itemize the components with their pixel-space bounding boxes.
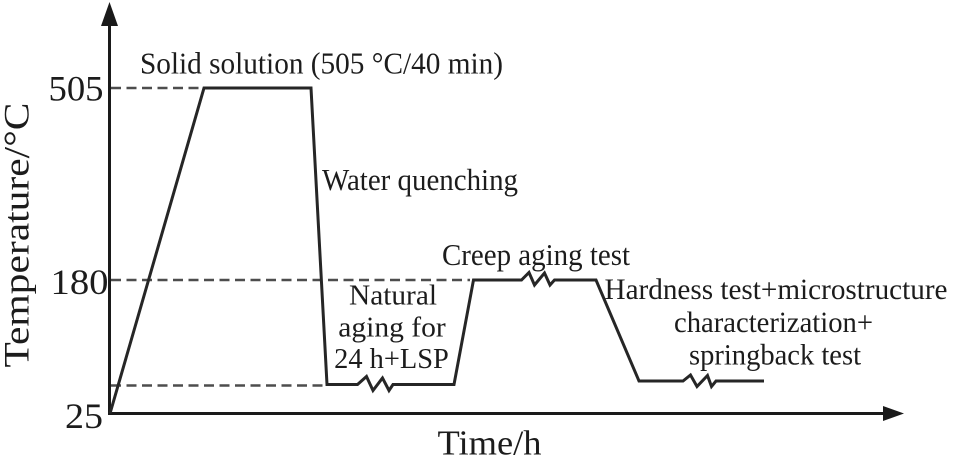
svg-text:Creep aging test: Creep aging test <box>442 237 630 272</box>
svg-text:springback test: springback test <box>689 339 862 372</box>
svg-text:505: 505 <box>49 69 104 109</box>
svg-text:Temperature/°C: Temperature/°C <box>0 103 37 368</box>
svg-text:Time/h: Time/h <box>438 424 543 463</box>
svg-text:Solid solution (505 °C/40 min): Solid solution (505 °C/40 min) <box>140 46 503 81</box>
svg-text:24 h+LSP: 24 h+LSP <box>334 344 449 375</box>
svg-text:characterization+: characterization+ <box>674 306 873 339</box>
svg-text:Hardness test+microstructure: Hardness test+microstructure <box>605 273 948 306</box>
svg-text:Natural: Natural <box>349 281 437 312</box>
svg-text:Water quenching: Water quenching <box>322 162 518 197</box>
svg-text:180: 180 <box>51 262 109 302</box>
svg-text:aging for: aging for <box>338 312 446 343</box>
svg-text:25: 25 <box>65 396 103 436</box>
